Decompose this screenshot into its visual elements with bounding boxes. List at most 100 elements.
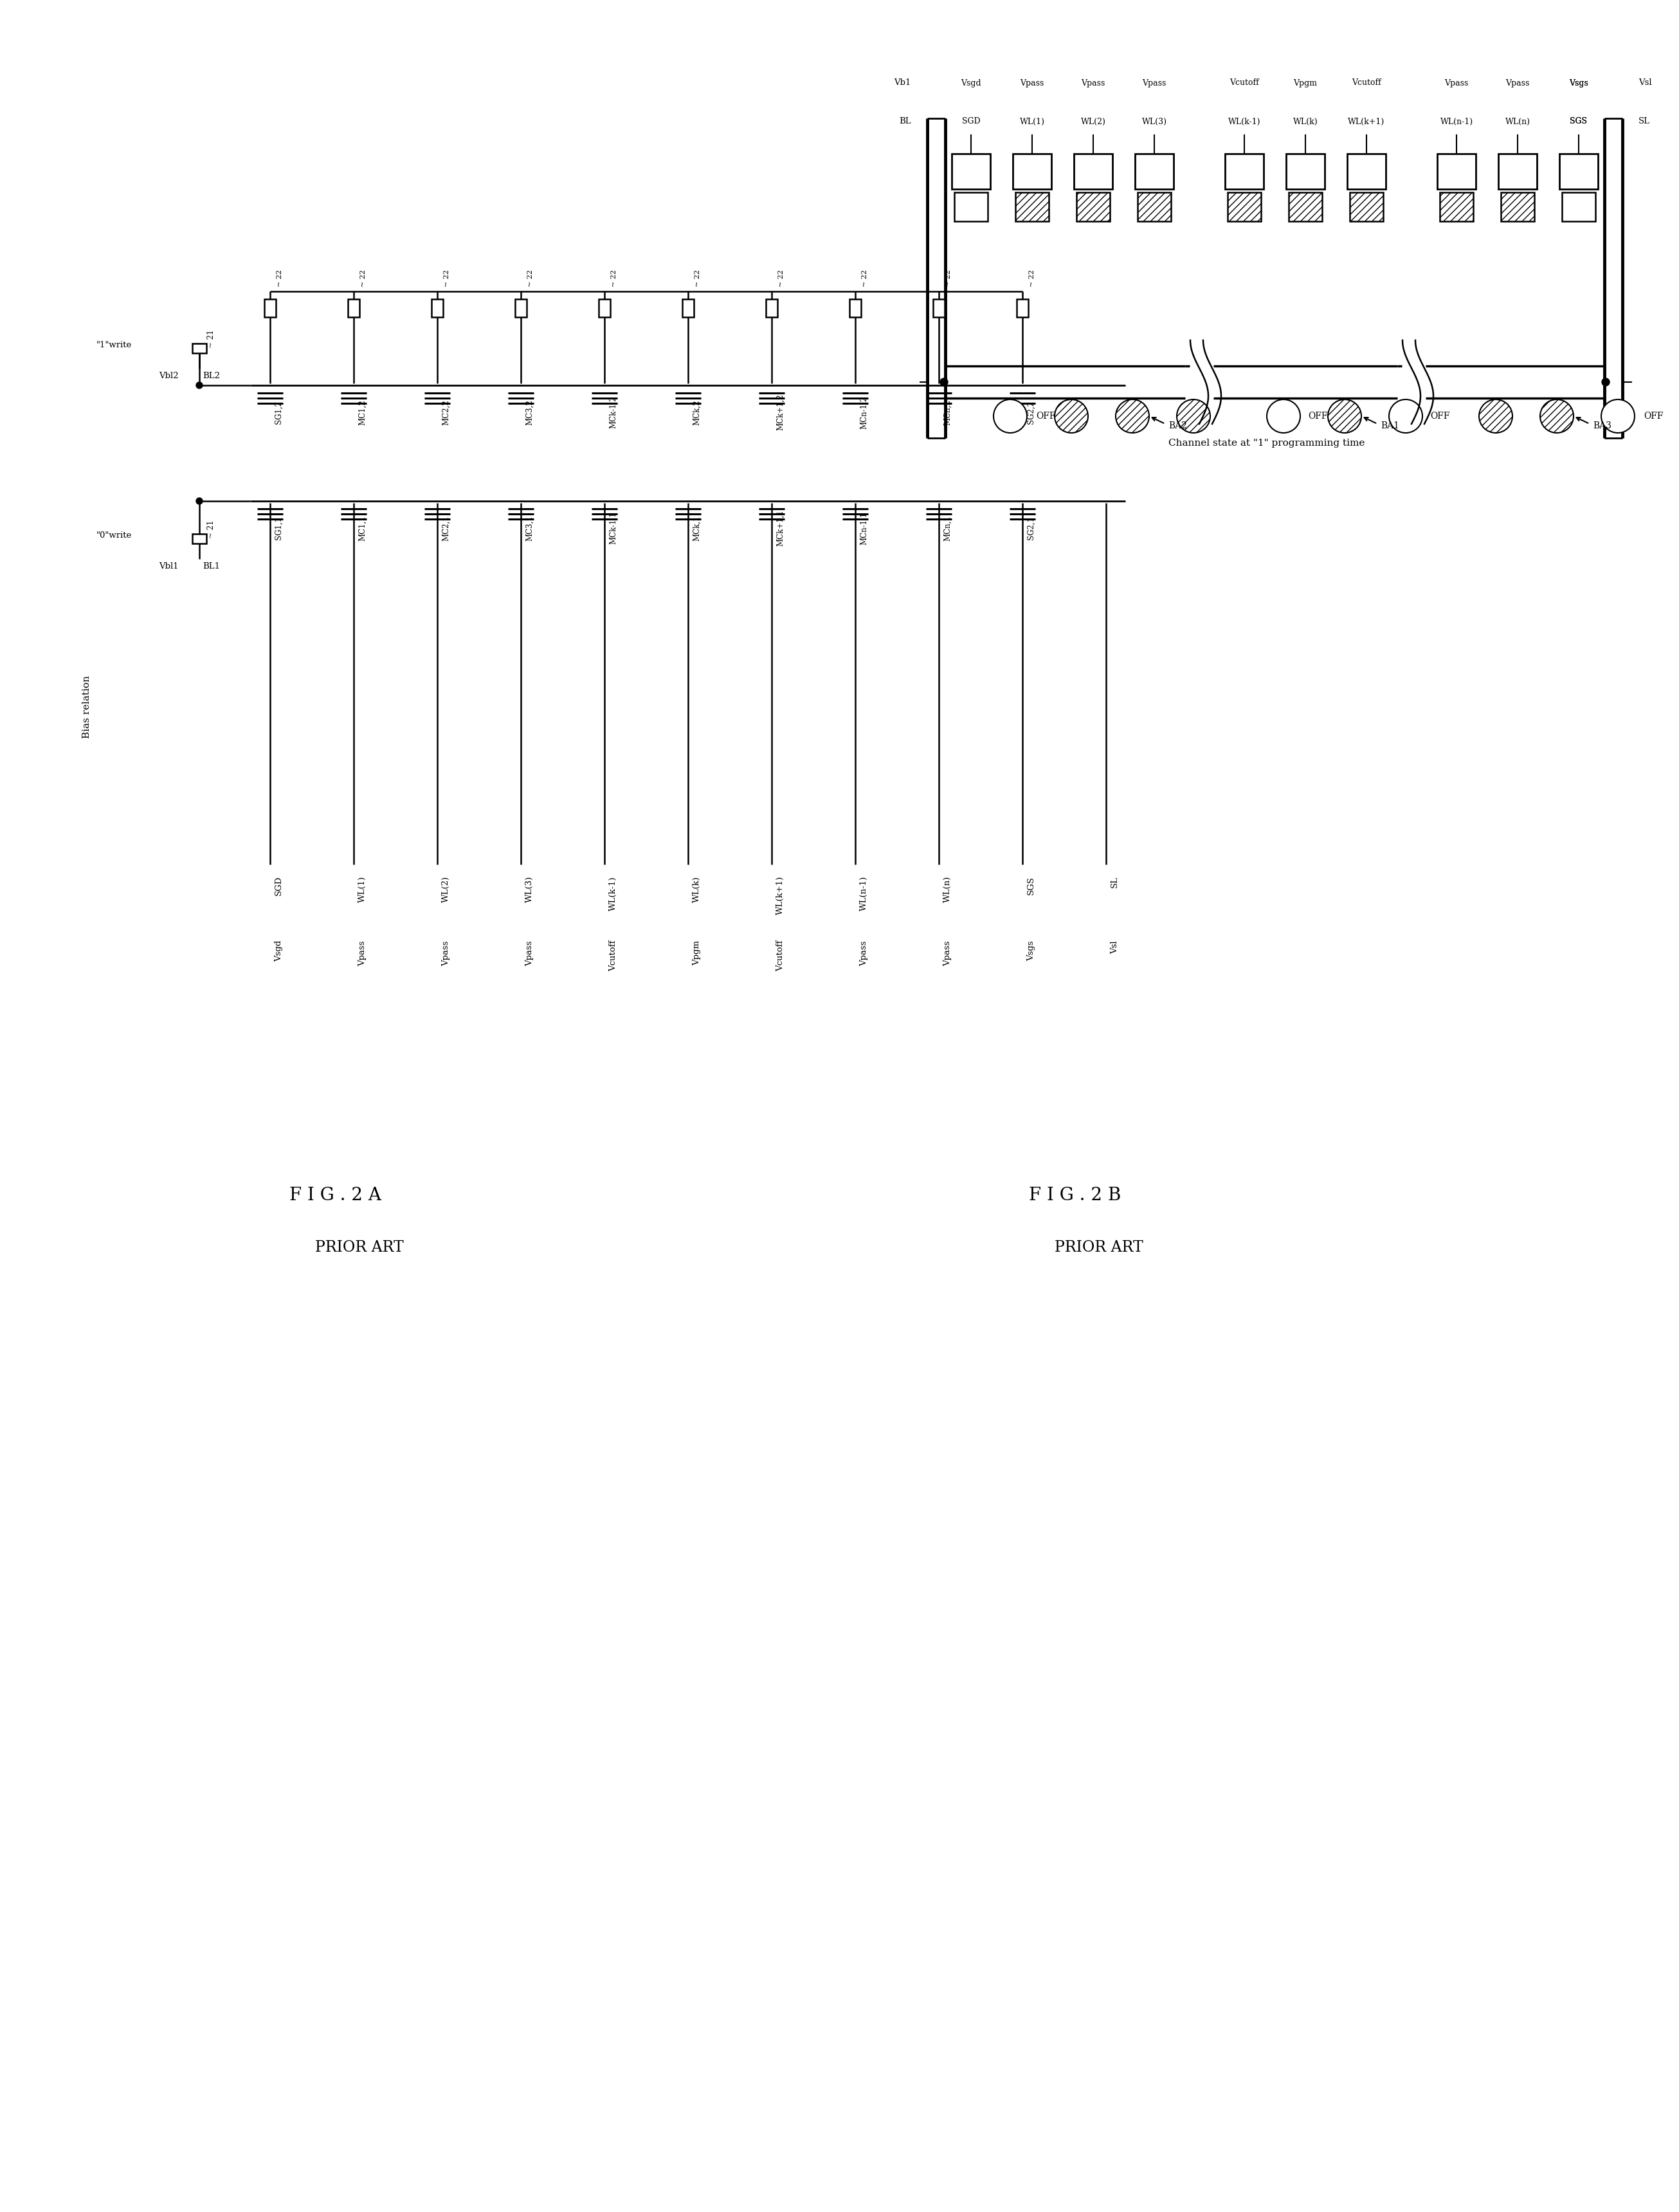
Text: ~ 22: ~ 22 [945,270,952,288]
Text: WL(3): WL(3) [1142,117,1167,126]
Text: SL: SL [1110,876,1118,887]
Text: Vpass: Vpass [1142,80,1167,86]
Text: MCk+1,2: MCk+1,2 [776,394,784,431]
Circle shape [1177,400,1211,434]
Circle shape [1389,400,1422,434]
Text: WL(1): WL(1) [358,876,366,902]
Bar [1561,192,1595,221]
Text: Vcutoff: Vcutoff [1229,80,1259,86]
Text: Vpass: Vpass [526,940,534,967]
Text: MCn-1,2: MCn-1,2 [860,396,868,429]
Text: Vpass: Vpass [1021,80,1044,86]
Text: "1"write: "1"write [96,341,133,349]
Text: OFF: OFF [1308,411,1328,420]
Text: ~ 22: ~ 22 [611,270,618,288]
Text: MCk,2: MCk,2 [692,400,700,425]
Text: Vcutoff: Vcutoff [1352,80,1382,86]
Text: SG1,2: SG1,2 [275,400,284,425]
Text: Vcutoff: Vcutoff [609,940,618,971]
Bar [515,299,527,316]
Text: ~ 22: ~ 22 [277,270,284,288]
Circle shape [196,498,203,504]
Bar [1441,192,1472,221]
Text: Vsgd: Vsgd [960,80,981,86]
Text: WL(k): WL(k) [1293,117,1318,126]
Text: Vcutoff: Vcutoff [776,940,784,971]
Text: MC1,1: MC1,1 [358,515,366,540]
Text: MCk-1,2: MCk-1,2 [609,396,618,429]
Bar [1437,153,1476,188]
Text: WL(3): WL(3) [526,876,534,902]
Bar [432,299,443,316]
Text: MCk-1,1: MCk-1,1 [609,511,618,544]
Text: MCn,1: MCn,1 [944,515,952,542]
Bar [1289,192,1321,221]
Text: Vpass: Vpass [1444,80,1469,86]
Text: Vsgs: Vsgs [1570,80,1588,86]
Text: Vpass: Vpass [358,940,366,967]
Bar [1498,153,1536,188]
Bar [952,153,991,188]
Bar [1017,299,1028,316]
Text: WL(k+1): WL(k+1) [1348,117,1385,126]
Text: MCn-1,1: MCn-1,1 [860,511,868,544]
Bar [1560,153,1598,188]
Bar [766,299,777,316]
Text: BL: BL [900,117,912,126]
Text: SG2,1: SG2,1 [1028,515,1036,540]
Circle shape [1602,400,1635,434]
Text: SGS: SGS [1570,117,1587,126]
Bar [850,299,861,316]
Text: WL(k): WL(k) [692,876,700,902]
Text: Vpgm: Vpgm [1293,80,1318,86]
Text: OFF: OFF [1644,411,1664,420]
Bar [1501,192,1535,221]
Text: SGS: SGS [1028,876,1036,894]
Text: WL(n): WL(n) [1504,117,1530,126]
Text: MC1,2: MC1,2 [358,400,366,425]
Text: Vsl: Vsl [1110,940,1118,953]
Text: SGD: SGD [962,117,981,126]
Bar [1226,153,1264,188]
Text: F I G . 2 B: F I G . 2 B [1029,1188,1122,1203]
Text: F I G . 2 A: F I G . 2 A [289,1188,381,1203]
Bar [1135,153,1174,188]
Text: Vsl: Vsl [1639,80,1652,86]
Text: Vpass: Vpass [442,940,450,967]
Text: WL(n): WL(n) [944,876,952,902]
Text: BL1: BL1 [203,562,220,571]
Text: MC3,2: MC3,2 [526,400,534,425]
Text: BL2: BL2 [203,372,220,380]
Text: WL(2): WL(2) [1081,117,1106,126]
Text: Vb1: Vb1 [895,80,912,86]
Bar [1016,192,1049,221]
Text: PRIOR ART: PRIOR ART [316,1239,403,1254]
Text: ~ 22: ~ 22 [861,270,868,288]
Text: ~ 21: ~ 21 [207,330,215,347]
Bar [193,343,207,352]
Text: MCk,1: MCk,1 [692,515,700,540]
Bar [1076,192,1110,221]
Text: Bias relation: Bias relation [82,675,91,739]
Text: MCn,2: MCn,2 [944,400,952,425]
Text: BA1: BA1 [1380,420,1399,431]
Bar [1350,192,1383,221]
Circle shape [1054,400,1088,434]
Text: OFF: OFF [1431,411,1449,420]
Bar [1012,153,1051,188]
Text: Vsgs: Vsgs [1570,80,1588,86]
Text: WL(k-1): WL(k-1) [1227,117,1261,126]
Text: WL(k-1): WL(k-1) [609,876,618,911]
Text: ~ 21: ~ 21 [207,520,215,538]
Text: Vsgd: Vsgd [275,940,284,962]
Text: OFF: OFF [1036,411,1056,420]
Text: Vsgs: Vsgs [1028,940,1036,960]
Text: BA3: BA3 [1593,420,1612,431]
Circle shape [196,383,203,389]
Text: SG2,2: SG2,2 [1028,400,1036,425]
Bar [1286,153,1325,188]
Circle shape [1602,378,1610,385]
Circle shape [940,378,949,385]
Circle shape [1115,400,1148,434]
Bar [348,299,359,316]
